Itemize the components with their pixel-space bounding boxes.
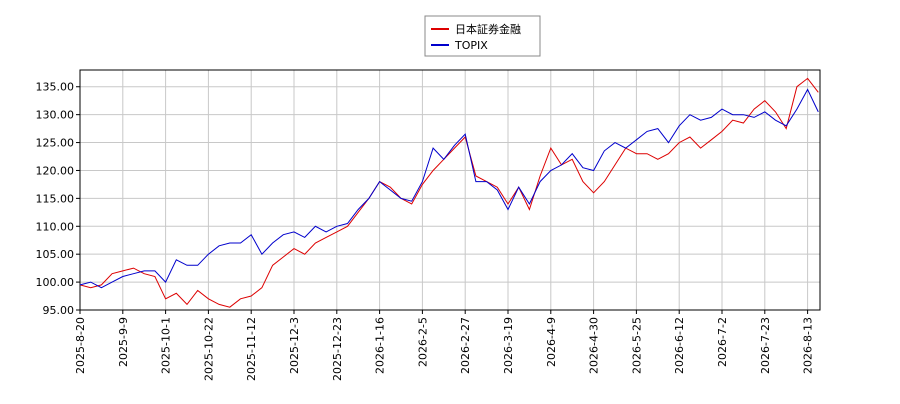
series-line — [79, 77, 819, 308]
x-tick-label: 2026-1-16 — [374, 317, 387, 374]
plot-frame — [79, 69, 821, 311]
x-tick-label: 2025-12-3 — [288, 317, 301, 374]
x-tick-label: 2026-2-5 — [416, 317, 429, 367]
x-tick-label: 2026-4-30 — [588, 317, 601, 374]
x-tick-label: 2026-2-27 — [459, 317, 472, 374]
x-tick-label: 2025-10-1 — [160, 317, 173, 374]
x-tick-label: 2026-6-12 — [673, 317, 686, 374]
x-tick-label: 2026-4-9 — [545, 317, 558, 367]
y-tick-label: 130.00 — [36, 109, 75, 122]
y-tick-label: 135.00 — [36, 81, 75, 94]
legend-label: 日本証券金融 — [455, 22, 521, 36]
x-tick-label: 2025-10-22 — [202, 317, 215, 381]
x-tick-label: 2025-8-20 — [74, 317, 87, 374]
x-tick-label: 2026-5-25 — [630, 317, 643, 374]
legend-box — [424, 15, 541, 57]
x-tick-label: 2026-3-19 — [502, 317, 515, 374]
y-tick-label: 110.00 — [36, 220, 75, 233]
y-tick-label: 105.00 — [36, 248, 75, 261]
y-tick-label: 95.00 — [43, 304, 75, 317]
series-line — [79, 88, 819, 289]
x-tick-label: 2025-11-12 — [245, 317, 258, 381]
legend: 日本証券金融 TOPIX — [424, 15, 541, 57]
y-tick-label: 125.00 — [36, 137, 75, 150]
x-tick-label: 2025-9-9 — [117, 317, 130, 367]
x-tick-label: 2026-7-2 — [716, 317, 729, 367]
x-tick-label: 2026-7-23 — [759, 317, 772, 374]
y-tick-label: 115.00 — [36, 192, 75, 205]
y-tick-label: 120.00 — [36, 164, 75, 177]
x-tick-label: 2026-8-13 — [802, 317, 815, 374]
legend-label: TOPIX — [454, 39, 488, 52]
y-tick-label: 100.00 — [36, 276, 75, 289]
x-tick-label: 2025-12-23 — [331, 317, 344, 381]
